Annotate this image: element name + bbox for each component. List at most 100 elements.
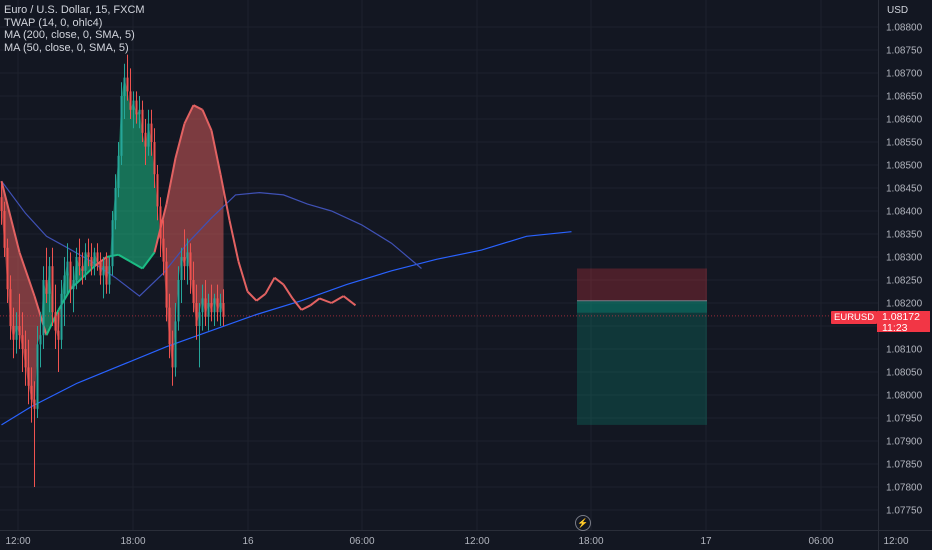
candle-body (60, 293, 63, 340)
legend-indicator-ma200[interactable]: MA (200, close, 0, SMA, 5) (4, 29, 135, 41)
price-tick-label: 1.08650 (886, 92, 923, 103)
cloud-segment (205, 116, 209, 317)
cloud-segment (154, 174, 158, 253)
lightning-icon[interactable]: ⚡ (575, 515, 591, 531)
price-axis-currency[interactable]: USD (887, 5, 909, 16)
candle-body (69, 261, 72, 290)
cloud-segment (136, 109, 140, 267)
twap-line-segment (273, 276, 285, 286)
cloud-segment (142, 132, 146, 269)
price-tick-label: 1.07750 (886, 506, 923, 517)
candle-body (201, 298, 204, 313)
twap-line-segment (228, 219, 240, 262)
price-tick-label: 1.08800 (886, 23, 923, 34)
candle-body (90, 257, 93, 267)
candle-body (120, 96, 123, 156)
candle-body (24, 349, 27, 368)
twap-cloud (1, 77, 224, 409)
candle-body (108, 266, 111, 285)
candle-body (21, 335, 24, 349)
cloud-segment (145, 123, 149, 265)
twap-line-segment (130, 260, 143, 270)
candle-body (150, 123, 153, 142)
candle-body (156, 174, 159, 207)
candle-body (57, 330, 60, 340)
candle-body (78, 257, 81, 267)
twap-line-segment (282, 284, 294, 299)
candle-body (87, 252, 90, 257)
price-tick-label: 1.08400 (886, 207, 923, 218)
twap-line-segment (255, 293, 267, 302)
candle-body (216, 298, 219, 313)
position-target-zone (577, 300, 707, 425)
price-tick-label: 1.08250 (886, 276, 923, 287)
position-stop-zone (577, 268, 707, 301)
price-tick-label: 1.08500 (886, 161, 923, 172)
twap-line-segment (219, 174, 231, 221)
candlesticks (0, 54, 878, 487)
time-tick-label: 12:00 (5, 536, 30, 547)
twap-line-segment (319, 297, 332, 304)
candle-body (207, 303, 210, 317)
cloud-segment (187, 111, 191, 280)
candle-body (75, 257, 78, 280)
price-tick-label: 1.07950 (886, 414, 923, 425)
position-open-pnl (577, 300, 707, 313)
cloud-segment (16, 240, 20, 336)
candle-body (129, 91, 132, 110)
candle-body (165, 261, 168, 308)
cloud-segment (13, 228, 17, 340)
legend-indicator-ma50[interactable]: MA (50, close, 0, SMA, 5) (4, 41, 129, 54)
short-position-tool[interactable] (577, 268, 707, 425)
candle-body (138, 109, 141, 115)
chart-legend: Euro / U.S. Dollar, 15, FXCM TWAP (14, 0… (4, 4, 145, 54)
price-tick-label: 1.08350 (886, 230, 923, 241)
candle-body (219, 303, 222, 313)
twap-line-segment (301, 304, 311, 311)
cloud-segment (217, 159, 221, 313)
twap-line-segment (81, 265, 96, 279)
cloud-segment (211, 130, 215, 313)
last-price-tag: 1.08172 11:23 (877, 311, 930, 333)
candle-body (117, 155, 120, 188)
candle-body (51, 266, 54, 313)
candle-body (105, 266, 108, 285)
twap-line-segment (201, 109, 213, 131)
candle-body (33, 399, 36, 409)
candle-body (204, 298, 207, 317)
candle-body (54, 312, 57, 331)
candle-body (36, 344, 39, 409)
candle-body (189, 252, 192, 280)
candle-body (39, 335, 42, 345)
twap-line-segment (0, 180, 21, 253)
ma200-line (1, 231, 572, 426)
candle-body (9, 289, 12, 326)
twap-line-segment (118, 253, 131, 263)
candle-body (162, 238, 165, 262)
time-tick-label: 12:00 (464, 536, 489, 547)
candle-body (84, 252, 87, 271)
cloud-segment (172, 158, 176, 368)
price-tick-label: 1.07850 (886, 460, 923, 471)
candle-body (174, 321, 177, 368)
candle-body (123, 77, 126, 96)
time-tick-label: 06:00 (808, 536, 833, 547)
candle-body (0, 197, 3, 211)
time-axis[interactable]: 12:00 18:00 16 06:00 12:00 18:00 17 06:00 12:00 (0, 530, 932, 548)
candle-body (45, 280, 48, 294)
price-tick-label: 1.08300 (886, 253, 923, 264)
candle-body (27, 367, 30, 386)
twap-line-segment (264, 277, 276, 295)
cloud-segment (193, 105, 197, 326)
price-axis[interactable]: 1.08800 1.08750 1.08700 1.08650 1.08600 1.085… (878, 0, 923, 550)
candle-body (177, 280, 180, 322)
twap-line-segment (237, 261, 249, 292)
cloud-segment (157, 206, 161, 241)
candle-body (183, 257, 186, 267)
price-tick-label: 1.08550 (886, 138, 923, 149)
twap-line-segment (210, 130, 222, 175)
time-tick-label: 17 (700, 536, 712, 547)
legend-indicator-twap[interactable]: TWAP (14, 0, ohlc4) (4, 16, 103, 29)
price-tick-label: 1.08000 (886, 391, 923, 402)
